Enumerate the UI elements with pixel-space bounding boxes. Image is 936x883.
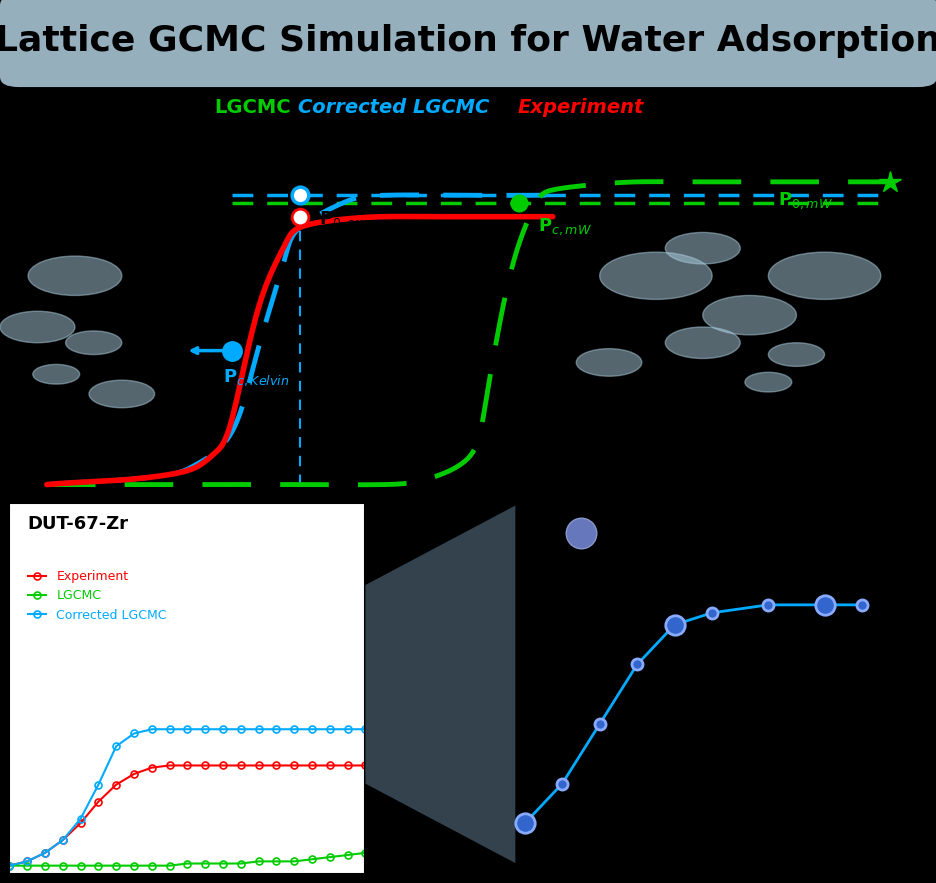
Line: LGCMC: LGCMC bbox=[6, 849, 369, 869]
Corrected LGCMC bbox=[306, 724, 317, 735]
LGCMC bbox=[199, 858, 211, 869]
Experiment bbox=[93, 796, 104, 807]
Experiment bbox=[128, 769, 139, 780]
Corrected LGCMC bbox=[359, 724, 371, 735]
Corrected LGCMC bbox=[324, 724, 335, 735]
Circle shape bbox=[66, 331, 122, 355]
Circle shape bbox=[33, 365, 80, 384]
Corrected LGCMC bbox=[164, 724, 175, 735]
Experiment bbox=[217, 760, 228, 771]
FancyBboxPatch shape bbox=[0, 0, 936, 87]
Text: LGCMC: LGCMC bbox=[214, 98, 291, 117]
LGCMC bbox=[324, 852, 335, 863]
LGCMC bbox=[4, 860, 15, 871]
LGCMC bbox=[164, 860, 175, 871]
Text: P$_{c,mW}$: P$_{c,mW}$ bbox=[537, 216, 592, 237]
Experiment bbox=[57, 834, 68, 845]
Experiment bbox=[182, 760, 193, 771]
LGCMC bbox=[342, 849, 353, 860]
Experiment bbox=[306, 760, 317, 771]
LGCMC bbox=[110, 860, 122, 871]
Experiment bbox=[164, 760, 175, 771]
Text: Lattice GCMC Simulation for Water Adsorption: Lattice GCMC Simulation for Water Adsorp… bbox=[0, 24, 936, 58]
Experiment bbox=[324, 760, 335, 771]
Experiment bbox=[288, 760, 300, 771]
Polygon shape bbox=[365, 505, 515, 864]
Corrected LGCMC bbox=[182, 724, 193, 735]
Circle shape bbox=[702, 296, 796, 335]
Text: P$_{c,Kelvin}$: P$_{c,Kelvin}$ bbox=[223, 367, 289, 389]
Circle shape bbox=[768, 343, 824, 366]
LGCMC bbox=[182, 858, 193, 869]
Corrected LGCMC bbox=[342, 724, 353, 735]
LGCMC bbox=[217, 858, 228, 869]
Corrected LGCMC bbox=[110, 741, 122, 751]
Experiment bbox=[199, 760, 211, 771]
Experiment bbox=[359, 760, 371, 771]
Experiment bbox=[110, 780, 122, 790]
Experiment bbox=[146, 762, 157, 773]
Circle shape bbox=[744, 373, 791, 392]
Experiment bbox=[253, 760, 264, 771]
Corrected LGCMC bbox=[217, 724, 228, 735]
Experiment bbox=[4, 860, 15, 871]
LGCMC bbox=[146, 860, 157, 871]
Circle shape bbox=[665, 232, 739, 264]
Line: Experiment: Experiment bbox=[6, 762, 369, 869]
LGCMC bbox=[57, 860, 68, 871]
Corrected LGCMC bbox=[288, 724, 300, 735]
LGCMC bbox=[306, 854, 317, 864]
LGCMC bbox=[75, 860, 86, 871]
Experiment bbox=[342, 760, 353, 771]
LGCMC bbox=[359, 848, 371, 858]
Text: Corrected LGCMC: Corrected LGCMC bbox=[298, 98, 489, 117]
Text: P$_{0,exp}$: P$_{0,exp}$ bbox=[318, 209, 371, 232]
Corrected LGCMC bbox=[146, 724, 157, 735]
Circle shape bbox=[768, 253, 880, 299]
Experiment bbox=[22, 857, 33, 867]
Corrected LGCMC bbox=[235, 724, 246, 735]
Circle shape bbox=[576, 349, 641, 376]
Circle shape bbox=[28, 256, 122, 296]
Experiment bbox=[271, 760, 282, 771]
Text: Experiment: Experiment bbox=[518, 98, 643, 117]
Text: DUT-67-Zr: DUT-67-Zr bbox=[27, 515, 128, 532]
LGCMC bbox=[253, 857, 264, 867]
Circle shape bbox=[665, 327, 739, 358]
LGCMC bbox=[271, 857, 282, 867]
Text: P$_{0,mW}$: P$_{0,mW}$ bbox=[777, 191, 832, 212]
LGCMC bbox=[128, 860, 139, 871]
Experiment bbox=[235, 760, 246, 771]
Corrected LGCMC bbox=[271, 724, 282, 735]
Circle shape bbox=[0, 311, 75, 343]
Circle shape bbox=[599, 253, 711, 299]
Legend: Experiment, LGCMC, Corrected LGCMC: Experiment, LGCMC, Corrected LGCMC bbox=[22, 565, 172, 627]
LGCMC bbox=[288, 857, 300, 867]
Corrected LGCMC bbox=[75, 813, 86, 824]
Experiment bbox=[39, 848, 51, 858]
Corrected LGCMC bbox=[199, 724, 211, 735]
Corrected LGCMC bbox=[57, 834, 68, 845]
Corrected LGCMC bbox=[93, 780, 104, 790]
Experiment bbox=[75, 818, 86, 828]
Corrected LGCMC bbox=[253, 724, 264, 735]
LGCMC bbox=[235, 858, 246, 869]
LGCMC bbox=[39, 860, 51, 871]
Corrected LGCMC bbox=[22, 857, 33, 867]
Line: Corrected LGCMC: Corrected LGCMC bbox=[6, 726, 369, 869]
Corrected LGCMC bbox=[4, 860, 15, 871]
LGCMC bbox=[22, 860, 33, 871]
Circle shape bbox=[89, 381, 154, 408]
Corrected LGCMC bbox=[39, 848, 51, 858]
LGCMC bbox=[93, 860, 104, 871]
Corrected LGCMC bbox=[128, 728, 139, 739]
